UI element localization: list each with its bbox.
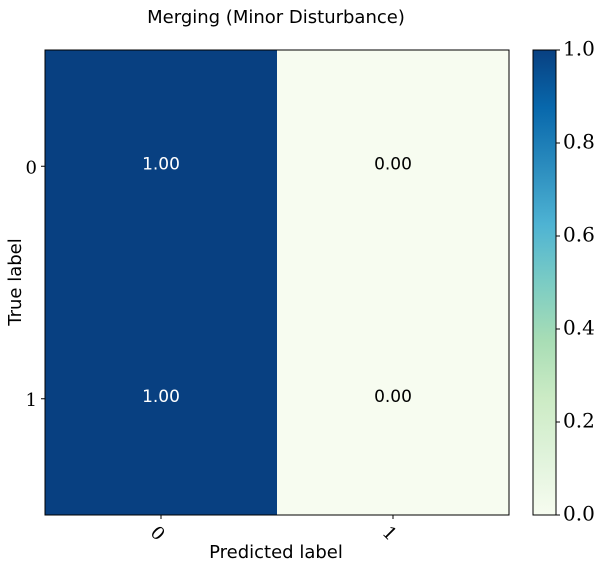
colorbar-tick-label-2: 0.4 [563,316,594,340]
heatmap-cell-r0-c0 [45,50,277,283]
cell-value-label-r0-c0: 1.00 [142,154,180,174]
x-tick-label-0: 0 [146,522,169,545]
cell-value-label-r1-c0: 1.00 [142,387,180,407]
colorbar-ticks: 0.0 0.2 0.4 0.6 0.8 1.0 [556,37,594,526]
cell-value-label-r1-c1: 0.00 [374,387,412,407]
x-axis-label: Predicted label [209,542,343,563]
plot-frame [44,49,510,516]
heatmap-cell-r0-c1 [277,50,509,283]
colorbar-tick-label-1: 0.2 [563,409,594,433]
cell-value-label-r0-c1: 0.00 [374,154,412,174]
y-tick-label-0: 0 [26,157,37,178]
y-axis-label: True label [5,238,26,327]
chart-title: Merging (Minor Disturbance) [147,7,405,28]
heatmap-cell-r1-c0 [45,282,277,515]
x-tick-label-1: 1 [378,522,401,545]
colorbar-tick-label-5: 1.0 [563,37,594,61]
heatmap-cells: 1.00 0.00 1.00 0.00 [45,50,509,515]
colorbar [532,49,557,516]
y-tick-label-1: 1 [26,390,37,411]
colorbar-tick-label-3: 0.6 [563,223,594,247]
colorbar-tick-label-4: 0.8 [563,130,594,154]
heatmap-cell-r1-c1 [277,282,509,515]
colorbar-tick-label-0: 0.0 [563,502,594,526]
